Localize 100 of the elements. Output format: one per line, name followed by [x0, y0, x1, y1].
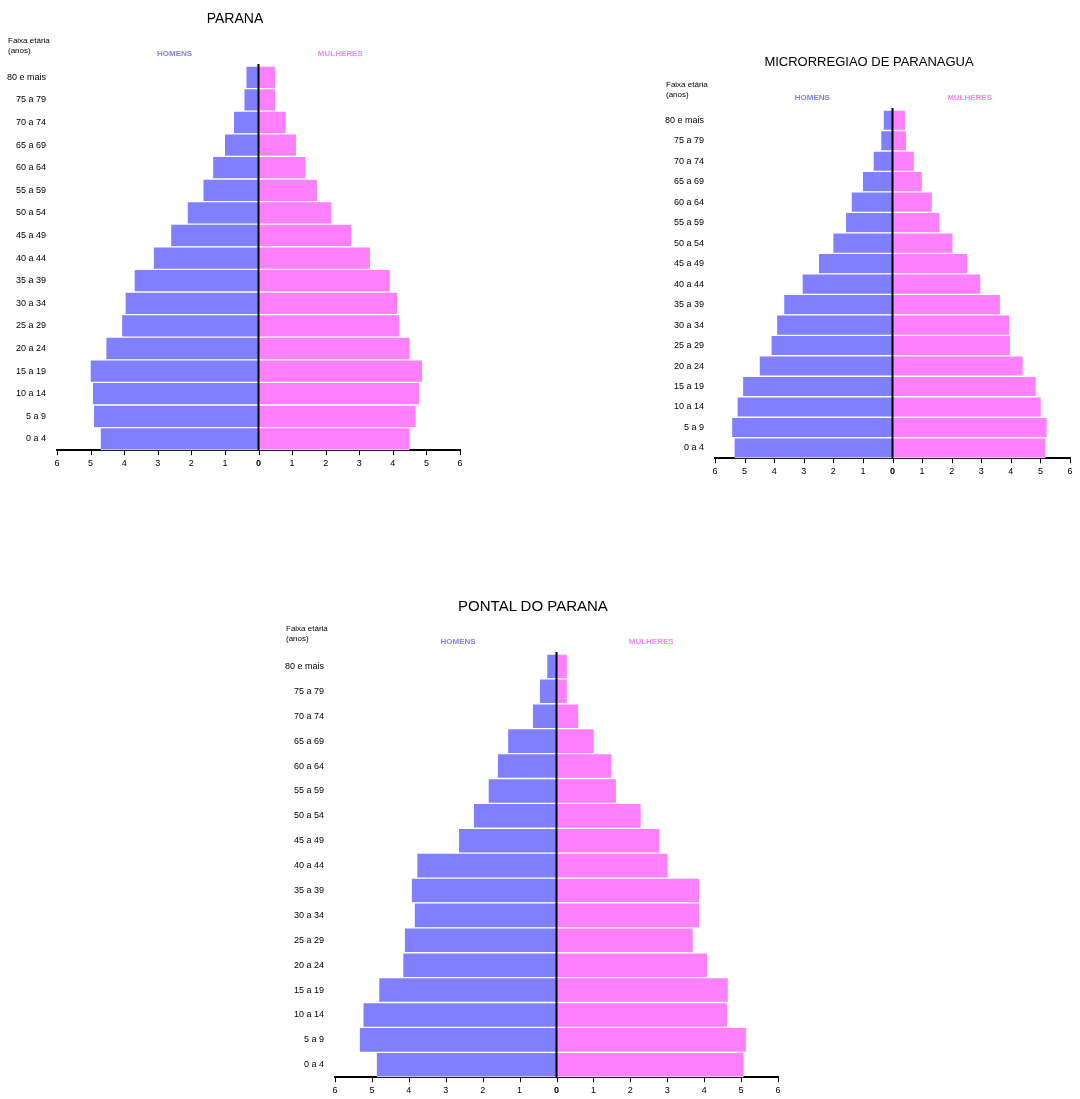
y-tick-label: 45 a 49 [15, 229, 47, 240]
y-tick-label: 40 a 44 [15, 252, 47, 263]
y-tick-label: 30 a 34 [673, 319, 705, 330]
y-tick-label: 70 a 74 [673, 155, 705, 166]
y-tick-label: 35 a 39 [15, 275, 47, 286]
x-tick-label: 4 [406, 1085, 412, 1096]
y-tick-label: 35 a 39 [293, 884, 325, 895]
text: MULHERES [947, 93, 993, 102]
y-tick-label: 75 a 79 [673, 135, 705, 146]
x-tick-label: 0 [256, 458, 262, 469]
y-tick-label: 20 a 24 [673, 360, 705, 371]
x-tick-label: 6 [712, 466, 718, 477]
text: HOMENS [794, 93, 831, 102]
y-tick-label: 5 a 9 [303, 1034, 325, 1045]
y-tick-label: 30 a 34 [15, 297, 47, 308]
y-tick-label: 35 a 39 [673, 299, 705, 310]
y-tick-label: 20 a 24 [15, 342, 47, 353]
y-tick-label: 50 a 54 [15, 207, 47, 218]
text: HOMENS [156, 49, 193, 58]
y-axis-title: Faixa etária (anos) [286, 624, 329, 644]
x-tick-label: 4 [701, 1085, 707, 1096]
x-tick-label: 2 [627, 1085, 633, 1096]
y-tick-label: 0 a 4 [303, 1059, 325, 1070]
x-tick-label: 6 [332, 1085, 338, 1096]
y-tick-label: 0 a 4 [683, 442, 705, 453]
y-tick-label: 70 a 74 [15, 116, 47, 127]
y-tick-label: 45 a 49 [293, 835, 325, 846]
x-tick-label: 3 [801, 466, 807, 477]
text: HOMENS [440, 637, 477, 646]
y-tick-label: 75 a 79 [15, 94, 47, 105]
x-tick-label: 6 [1067, 466, 1073, 477]
x-tick-label: 5 [738, 1085, 744, 1096]
y-tick-label: 50 a 54 [293, 810, 325, 821]
x-tick-label: 4 [390, 458, 396, 469]
y-tick-label: 55 a 59 [293, 785, 325, 796]
y-tick-label: 75 a 79 [293, 685, 325, 696]
y-tick-label: 10 a 14 [15, 388, 47, 399]
y-tick-label: 65 a 69 [673, 176, 705, 187]
x-tick-label: 4 [1008, 466, 1014, 477]
y-tick-label: 25 a 29 [293, 934, 325, 945]
y-tick-label: 40 a 44 [673, 278, 705, 289]
y-tick-label: 20 a 24 [293, 959, 325, 970]
x-tick-label: 3 [155, 458, 161, 469]
x-tick-label: 3 [443, 1085, 449, 1096]
x-tick-label: 5 [423, 458, 429, 469]
y-tick-label: 10 a 14 [673, 401, 705, 412]
y-tick-label: 80 e mais [664, 114, 705, 125]
chart-title: PARANA [205, 9, 265, 28]
x-tick-label: 2 [323, 458, 329, 469]
x-tick-label: 0 [554, 1085, 560, 1096]
x-tick-label: 1 [590, 1085, 596, 1096]
y-tick-label: 45 a 49 [673, 258, 705, 269]
x-tick-label: 2 [480, 1085, 486, 1096]
y-tick-label: 55 a 59 [673, 217, 705, 228]
x-tick-label: 5 [742, 466, 748, 477]
y-tick-label: 15 a 19 [15, 365, 47, 376]
chart-title: PONTAL DO PARANA [457, 596, 609, 616]
y-tick-label: 80 e mais [284, 660, 325, 671]
x-tick-label: 2 [188, 458, 194, 469]
x-tick-label: 3 [978, 466, 984, 477]
x-tick-label: 5 [369, 1085, 375, 1096]
y-tick-label: 65 a 69 [293, 735, 325, 746]
y-tick-label: 10 a 14 [293, 1009, 325, 1020]
y-axis-title: Faixa etária (anos) [666, 80, 709, 100]
x-tick-label: 1 [289, 458, 295, 469]
x-tick-label: 6 [54, 458, 60, 469]
x-tick-label: 6 [457, 458, 463, 469]
x-tick-label: 1 [919, 466, 925, 477]
x-tick-label: 1 [860, 466, 866, 477]
y-tick-label: 60 a 64 [15, 162, 47, 173]
y-tick-label: 40 a 44 [293, 860, 325, 871]
y-tick-label: 70 a 74 [293, 710, 325, 721]
y-tick-label: 60 a 64 [673, 196, 705, 207]
x-tick-label: 5 [88, 458, 94, 469]
x-tick-label: 3 [664, 1085, 670, 1096]
x-tick-label: 2 [949, 466, 955, 477]
x-tick-label: 6 [775, 1085, 781, 1096]
y-tick-label: 15 a 19 [293, 984, 325, 995]
x-tick-label: 1 [222, 458, 228, 469]
y-tick-label: 25 a 29 [15, 320, 47, 331]
y-tick-label: 0 a 4 [25, 433, 47, 444]
y-tick-label: 50 a 54 [673, 237, 705, 248]
x-tick-label: 3 [356, 458, 362, 469]
y-tick-label: 80 e mais [6, 71, 47, 82]
y-tick-label: 25 a 29 [673, 340, 705, 351]
x-tick-label: 4 [121, 458, 127, 469]
y-tick-label: 15 a 19 [673, 381, 705, 391]
text: MULHERES [317, 49, 364, 58]
y-tick-label: 30 a 34 [293, 909, 325, 920]
y-tick-label: 60 a 64 [293, 760, 325, 771]
y-tick-label: 55 a 59 [15, 184, 47, 195]
chart-title: MICRORREGIAO DE PARANAGUA [763, 53, 975, 71]
x-tick-label: 2 [830, 466, 836, 477]
x-tick-label: 5 [1037, 466, 1043, 477]
text: MULHERES [628, 637, 675, 646]
y-tick-label: 5 a 9 [25, 410, 47, 421]
y-tick-label: 65 a 69 [15, 139, 47, 150]
x-tick-label: 1 [517, 1085, 523, 1096]
y-axis-title: Faixa etária (anos) [8, 36, 51, 56]
x-tick-label: 0 [890, 466, 896, 477]
